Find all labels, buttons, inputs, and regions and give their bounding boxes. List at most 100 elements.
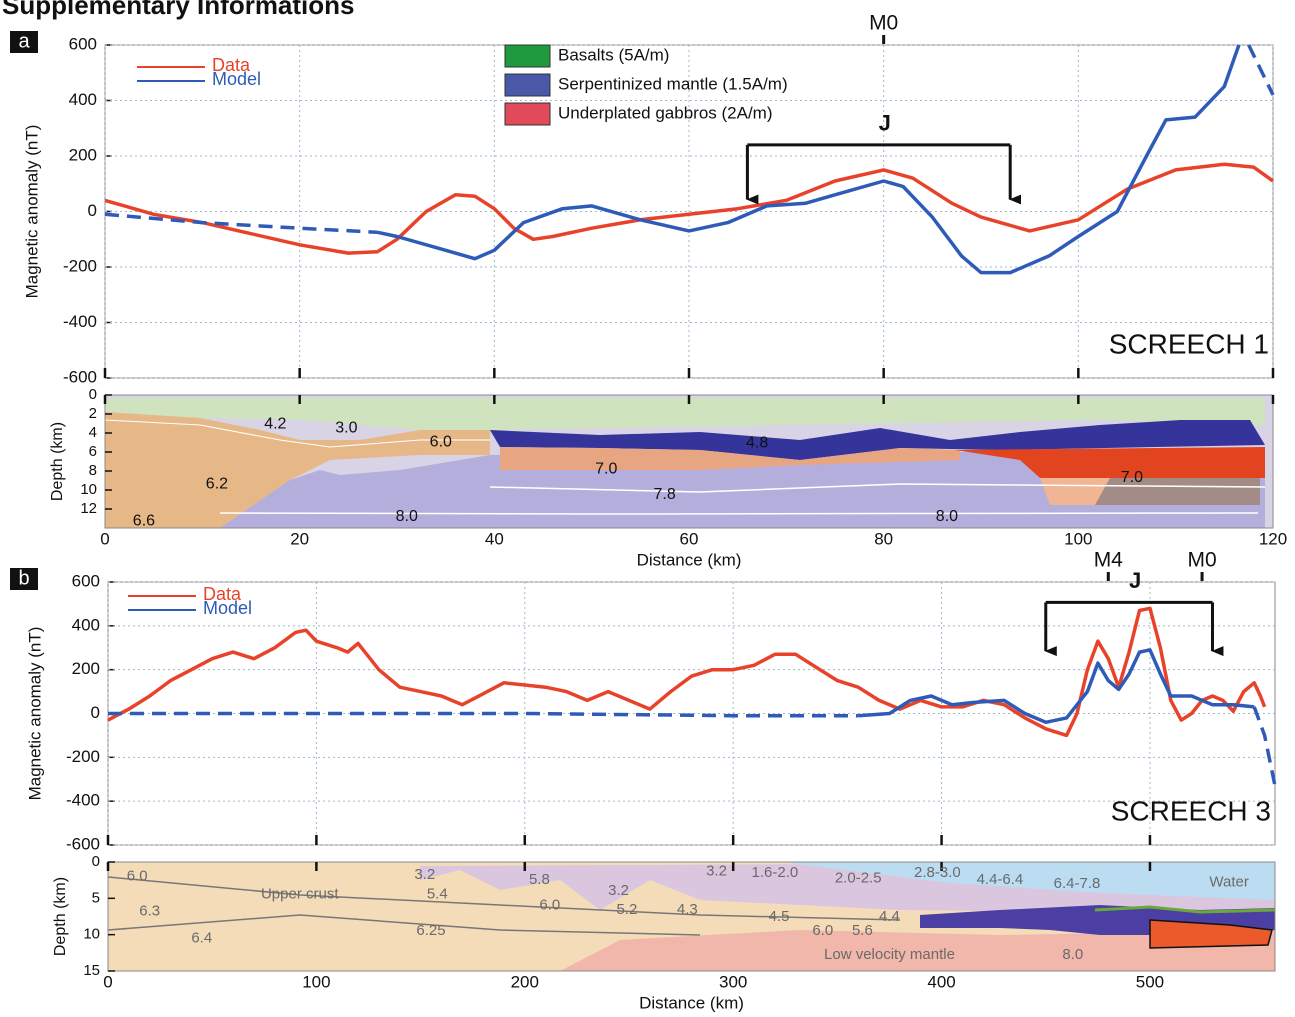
marker-label: M0 bbox=[869, 12, 898, 35]
velocity-label: 4.4-6.4 bbox=[977, 871, 1024, 888]
velocity-label: 6.2 bbox=[206, 476, 228, 493]
panel-letter-box bbox=[10, 31, 38, 53]
series-line bbox=[858, 648, 1255, 725]
velocity-label: 7.0 bbox=[595, 460, 617, 477]
section-a-bodies bbox=[104, 395, 1273, 528]
series-line bbox=[377, 44, 1241, 275]
y-tick-label: 400 bbox=[72, 615, 100, 634]
velocity-label: 2.0-2.5 bbox=[835, 870, 882, 887]
velocity-label: 5.6 bbox=[852, 922, 873, 939]
y-tick-label: 10 bbox=[83, 926, 100, 943]
x-axis-label: Distance (km) bbox=[639, 993, 744, 1012]
model-line-dashed bbox=[104, 212, 378, 235]
y-tick-label: -400 bbox=[63, 312, 97, 331]
velocity-label: 5.2 bbox=[616, 901, 637, 918]
x-tick-label: 400 bbox=[927, 972, 955, 991]
x-tick-label: 500 bbox=[1136, 972, 1164, 991]
x-tick-label: 100 bbox=[1064, 529, 1092, 548]
gabbros bbox=[1149, 919, 1273, 949]
y-tick-label: 0 bbox=[91, 703, 100, 722]
velocity-label: 3.2 bbox=[414, 866, 435, 883]
y-tick-label: 4 bbox=[89, 424, 97, 441]
velocity-label: 6.0 bbox=[430, 434, 452, 451]
model-line-dashed bbox=[1252, 706, 1277, 787]
x-tick-label: 40 bbox=[485, 529, 504, 548]
y-tick-label: 400 bbox=[69, 90, 97, 109]
y-axis-label: Depth (km) bbox=[52, 877, 69, 956]
velocity-label: 2.8-3.0 bbox=[914, 864, 961, 881]
velocity-label: 7.8 bbox=[654, 486, 676, 503]
mantle bbox=[220, 450, 1265, 528]
body bbox=[1095, 478, 1260, 505]
unit-label: Underplated gabbros (2A/m) bbox=[558, 103, 773, 122]
y-tick-label: 8 bbox=[89, 462, 97, 479]
velocity-label: Low velocity mantle bbox=[824, 946, 955, 963]
velocity-label: 6.0 bbox=[812, 922, 833, 939]
velocity-label: 6.25 bbox=[416, 922, 445, 939]
velocity-label: 4.3 bbox=[677, 901, 698, 918]
y-tick-label: -600 bbox=[66, 834, 100, 853]
unit-swatch bbox=[504, 44, 551, 68]
profile-label: SCREECH 1 bbox=[1109, 328, 1269, 359]
profile-label: SCREECH 3 bbox=[1111, 795, 1271, 826]
velocity-label: 3.2 bbox=[706, 862, 727, 879]
crust bbox=[105, 412, 490, 528]
model-line-dashed bbox=[108, 711, 859, 718]
y-tick-label: 12 bbox=[80, 500, 97, 517]
velocity-label: 4.2 bbox=[264, 416, 286, 433]
panel-letter-box bbox=[10, 568, 38, 590]
legend-label: Data bbox=[212, 55, 251, 75]
velocity-label: 4.8 bbox=[746, 435, 768, 452]
legend-label: Model bbox=[203, 598, 252, 618]
unit-label: Basalts (5A/m) bbox=[558, 45, 669, 64]
velocity-label: Upper crust bbox=[261, 886, 339, 903]
x-tick-label: 0 bbox=[103, 972, 112, 991]
x-tick-label: 300 bbox=[719, 972, 747, 991]
y-tick-label: 600 bbox=[69, 34, 97, 53]
section-b-bodies bbox=[107, 862, 1276, 971]
x-tick-label: 60 bbox=[680, 529, 699, 548]
marker-label: M4 bbox=[1094, 549, 1123, 572]
contour bbox=[104, 419, 490, 448]
upper-layer bbox=[105, 398, 1265, 430]
unit-swatch bbox=[504, 73, 551, 97]
y-axis-label: Magnetic anomaly (nT) bbox=[22, 125, 41, 299]
y-tick-label: 0 bbox=[89, 386, 97, 403]
plot-frame bbox=[107, 861, 1276, 972]
y-tick-label: 6 bbox=[89, 443, 97, 460]
velocity-label: 6.4-7.8 bbox=[1054, 875, 1101, 892]
series-line bbox=[107, 606, 1267, 738]
y-tick-label: -600 bbox=[63, 367, 97, 386]
velocity-label: 6.3 bbox=[139, 902, 160, 919]
y-tick-label: 15 bbox=[83, 962, 100, 979]
velocity-label: 4.4 bbox=[879, 908, 900, 925]
velocity-label: 6.4 bbox=[191, 929, 212, 946]
velocity-label: 3.2 bbox=[608, 882, 629, 899]
velocity-label: 6.6 bbox=[133, 513, 155, 530]
y-tick-label: -400 bbox=[66, 791, 100, 810]
velocity-label: 7.0 bbox=[1121, 469, 1143, 486]
x-tick-label: 0 bbox=[100, 529, 109, 548]
legend-label: Data bbox=[203, 584, 242, 604]
y-tick-label: 2 bbox=[89, 405, 97, 422]
y-tick-label: 5 bbox=[92, 889, 100, 906]
bracket-label: J bbox=[1129, 568, 1141, 593]
velocity-label: Water bbox=[1209, 873, 1248, 890]
velocity-label: 1.6-2.0 bbox=[752, 864, 799, 881]
y-tick-label: -200 bbox=[63, 256, 97, 275]
contour bbox=[107, 876, 901, 921]
velocity-label: 6.0 bbox=[539, 897, 560, 914]
low-velocity-mantle bbox=[560, 930, 1275, 971]
y-tick-label: 200 bbox=[69, 145, 97, 164]
x-tick-label: 100 bbox=[302, 972, 330, 991]
y-tick-label: 0 bbox=[88, 201, 97, 220]
water bbox=[780, 862, 1275, 900]
y-axis-label: Depth (km) bbox=[49, 422, 66, 501]
velocity-label: 5.8 bbox=[529, 871, 550, 888]
gabbros bbox=[955, 447, 1265, 478]
basalts bbox=[1094, 905, 1276, 914]
serpentinized-mantle bbox=[490, 420, 1265, 460]
panel-letter: a bbox=[18, 30, 30, 52]
